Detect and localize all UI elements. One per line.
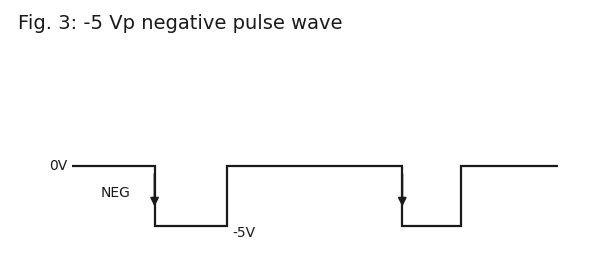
Text: 0V: 0V — [49, 159, 67, 173]
Text: NEG: NEG — [101, 186, 131, 200]
Text: Fig. 3: -5 Vp negative pulse wave: Fig. 3: -5 Vp negative pulse wave — [18, 14, 343, 33]
Text: -5V: -5V — [232, 226, 256, 240]
